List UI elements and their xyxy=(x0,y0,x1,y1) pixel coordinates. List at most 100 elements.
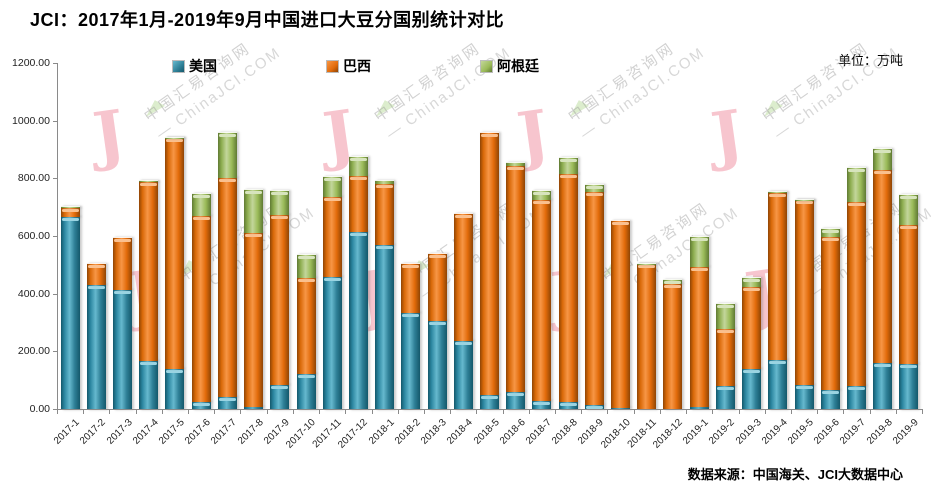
bar-segment-美国-2017-3 xyxy=(113,289,133,410)
bar-segment-gloss-cap xyxy=(821,229,839,233)
x-axis-line xyxy=(57,409,923,410)
bar-segment-阿根廷-2019-1 xyxy=(689,236,709,268)
bar-segment-gloss-cap xyxy=(271,386,289,390)
legend-marker-icon xyxy=(480,59,493,73)
bar-segment-巴西-2017-9 xyxy=(270,214,290,386)
x-axis-tick xyxy=(240,410,242,414)
bar-segment-阿根廷-2017-6 xyxy=(191,192,211,217)
bar-segment-gloss-cap xyxy=(166,370,184,374)
bar-segment-gloss-cap xyxy=(481,134,498,138)
bar-segment-gloss-cap xyxy=(192,194,210,198)
bar-segment-阿根廷-2017-5 xyxy=(165,136,185,139)
bar-segment-gloss-cap xyxy=(612,222,630,226)
bar-segment-阿根廷-2018-7 xyxy=(532,189,552,201)
bar-segment-巴西-2019-9 xyxy=(899,224,919,364)
x-axis-tick xyxy=(790,410,792,414)
bar-segment-gloss-cap xyxy=(769,361,787,365)
bar-segment-巴西-2017-10 xyxy=(296,277,316,374)
bar-segment-阿根廷-2018-6 xyxy=(506,161,526,167)
bar-segment-gloss-cap xyxy=(743,370,761,374)
bar-segment-美国-2018-4 xyxy=(453,339,473,410)
bar-segment-gloss-cap xyxy=(323,178,341,182)
bar-segment-阿根廷-2017-1 xyxy=(60,205,80,209)
x-axis-tick xyxy=(607,410,609,414)
bar-segment-gloss-cap xyxy=(376,245,394,249)
y-axis-label: 400.00 xyxy=(17,287,50,300)
bar-segment-阿根廷-2017-7 xyxy=(217,131,237,178)
x-axis-tick xyxy=(135,410,137,414)
bar-segment-巴西-2018-2 xyxy=(401,263,421,314)
y-axis-tick xyxy=(53,178,57,180)
bar-segment-gloss-cap xyxy=(192,402,210,406)
x-axis-tick xyxy=(659,410,661,414)
x-axis-tick xyxy=(450,410,452,414)
bar-segment-巴西-2017-11 xyxy=(322,195,342,277)
bar-segment-阿根廷-2019-6 xyxy=(820,227,840,238)
bar-segment-gloss-cap xyxy=(402,265,420,269)
x-axis-tick xyxy=(319,410,321,414)
bar-segment-阿根廷-2019-4 xyxy=(768,191,788,194)
bar-segment-gloss-cap xyxy=(140,361,158,365)
bar-segment-gloss-cap xyxy=(874,150,892,154)
legend-item-阿根廷: 阿根廷 xyxy=(480,56,539,76)
bar-segment-gloss-cap xyxy=(585,192,603,196)
y-axis-tick xyxy=(53,351,57,353)
bar-segment-巴西-2019-4 xyxy=(768,191,788,361)
y-axis-tick xyxy=(53,409,57,410)
bar-segment-美国-2019-7 xyxy=(846,385,866,410)
bar-segment-巴西-2018-8 xyxy=(558,172,578,403)
x-axis-tick xyxy=(869,410,871,414)
bar-segment-gloss-cap xyxy=(61,217,79,221)
bar-segment-gloss-cap xyxy=(874,364,892,368)
bar-segment-美国-2017-12 xyxy=(348,231,368,410)
y-axis-line xyxy=(57,63,58,410)
bar-segment-gloss-cap xyxy=(481,395,498,399)
bar-segment-gloss-cap xyxy=(271,216,289,220)
bar-segment-美国-2019-5 xyxy=(794,383,814,410)
bar-segment-gloss-cap xyxy=(559,174,577,178)
bar-segment-美国-2017-4 xyxy=(139,359,159,410)
bar-segment-gloss-cap xyxy=(821,391,839,395)
legend-item-巴西: 巴西 xyxy=(326,56,371,76)
bar-segment-gloss-cap xyxy=(847,168,865,172)
y-axis-tick xyxy=(53,293,57,295)
bar-segment-美国-2017-7 xyxy=(217,396,237,410)
bar-segment-巴西-2019-2 xyxy=(715,327,735,386)
bar-segment-巴西-2019-7 xyxy=(846,200,866,387)
bar-segment-美国-2017-2 xyxy=(86,283,106,410)
y-axis-label: 600.00 xyxy=(17,230,50,242)
bar-segment-gloss-cap xyxy=(900,364,918,368)
bar-segment-gloss-cap xyxy=(638,265,656,269)
x-axis-tick xyxy=(633,410,635,414)
bar-segment-美国-2019-9 xyxy=(899,362,919,410)
y-axis-tick xyxy=(53,120,57,122)
bar-segment-巴西-2019-1 xyxy=(689,266,709,407)
x-axis-tick xyxy=(581,410,583,414)
bar-segment-gloss-cap xyxy=(743,279,761,283)
bar-segment-gloss-cap xyxy=(402,314,420,318)
y-axis-label: 1000.00 xyxy=(12,114,50,127)
legend-marker-icon xyxy=(326,59,339,73)
bar-segment-美国-2018-2 xyxy=(401,312,421,410)
bar-segment-美国-2017-11 xyxy=(322,275,342,410)
bar-segment-gloss-cap xyxy=(533,402,551,406)
x-axis-tick xyxy=(843,410,845,414)
bar-segment-gloss-cap xyxy=(690,238,708,241)
bar-segment-gloss-cap xyxy=(874,171,892,175)
x-axis-tick xyxy=(922,410,923,414)
legend-item-美国: 美国 xyxy=(172,56,217,76)
bar-segment-巴西-2017-3 xyxy=(113,236,133,291)
x-axis-tick xyxy=(109,410,111,414)
bar-segment-gloss-cap xyxy=(716,304,734,308)
bar-segment-gloss-cap xyxy=(271,191,289,195)
y-axis-label: 200.00 xyxy=(17,345,50,358)
x-axis-tick xyxy=(161,410,163,414)
bar-segment-gloss-cap xyxy=(454,214,472,218)
legend: 美国 巴西 阿根廷 xyxy=(172,56,539,76)
bar-segment-gloss-cap xyxy=(716,386,734,390)
bar-segment-gloss-cap xyxy=(847,387,865,391)
x-axis-tick xyxy=(214,410,216,414)
bar-segment-美国-2019-8 xyxy=(873,362,893,410)
bar-segment-gloss-cap xyxy=(559,158,577,162)
